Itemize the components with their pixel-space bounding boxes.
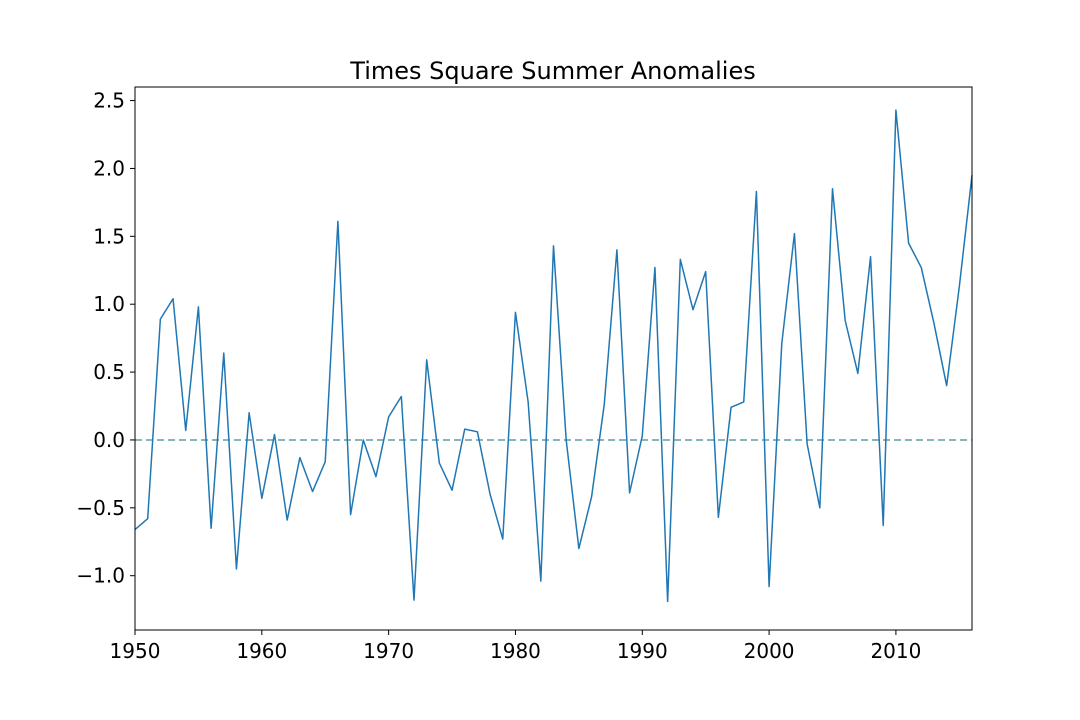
x-tick-label: 1970: [363, 639, 414, 663]
y-tick-label: 0.5: [93, 360, 125, 384]
chart-title: Times Square Summer Anomalies: [349, 57, 755, 85]
x-axis: 1950 1960 1970 1980 1990 2000 2010: [110, 630, 921, 663]
y-tick-label: 1.5: [93, 224, 125, 248]
y-tick-label: −1.0: [76, 564, 125, 588]
x-tick-label: 1960: [236, 639, 287, 663]
y-tick-label: 2.5: [93, 89, 125, 113]
y-tick-label: 0.0: [93, 428, 125, 452]
y-tick-label: 2.0: [93, 156, 125, 180]
x-tick-label: 2000: [744, 639, 795, 663]
series-line: [134, 109, 973, 603]
plot-frame: [134, 86, 973, 631]
y-tick-label: 1.0: [93, 292, 125, 316]
x-tick-label: 1950: [110, 639, 161, 663]
x-tick-label: 2010: [870, 639, 921, 663]
plot-area: [134, 86, 973, 631]
y-tick-label: −0.5: [76, 496, 125, 520]
y-axis: −1.0 −0.5 0.0 0.5 1.0 1.5 2.0 2.5: [76, 89, 135, 588]
x-tick-label: 1990: [617, 639, 668, 663]
x-tick-label: 1980: [490, 639, 541, 663]
